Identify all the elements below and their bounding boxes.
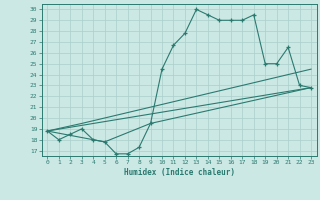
X-axis label: Humidex (Indice chaleur): Humidex (Indice chaleur) [124,168,235,177]
